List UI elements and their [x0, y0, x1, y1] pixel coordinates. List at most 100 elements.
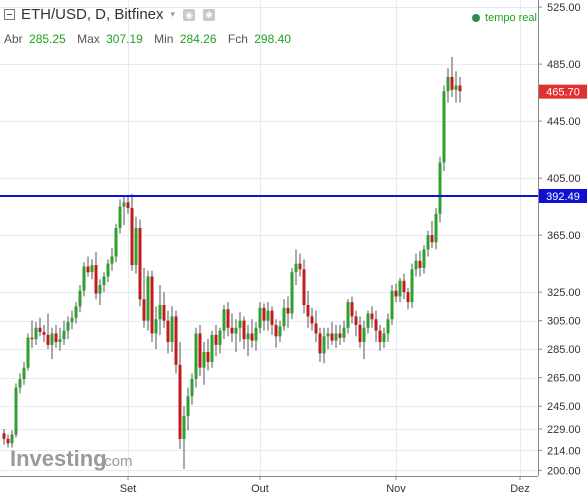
candle-body	[206, 352, 210, 362]
candle-body	[66, 322, 70, 331]
candle	[234, 319, 238, 353]
y-tick-label: 285.00	[547, 344, 581, 356]
candle	[274, 319, 278, 348]
candle-body	[102, 276, 106, 286]
grid	[0, 0, 538, 476]
candle	[346, 299, 350, 334]
x-tick-label: Out	[251, 483, 269, 495]
candle-body	[250, 333, 254, 341]
candle-body	[54, 333, 58, 343]
y-tick-label: 214.00	[547, 445, 581, 457]
candle	[134, 216, 138, 274]
candle-body	[318, 333, 322, 354]
candle	[374, 310, 378, 343]
candle	[442, 85, 446, 172]
candle-body	[30, 337, 34, 340]
candle-body	[18, 379, 22, 388]
candle-body	[346, 302, 350, 328]
close-value: 298.40	[254, 32, 291, 46]
candle	[50, 327, 54, 360]
candle	[158, 285, 162, 335]
candle	[430, 220, 434, 248]
investing-logo: Investing .com	[10, 446, 133, 471]
candle-body	[302, 269, 306, 305]
candle	[246, 324, 250, 357]
candle	[218, 327, 222, 354]
candle-body	[338, 333, 342, 338]
eye-icon[interactable]: ◉	[183, 8, 196, 21]
candle-body	[270, 310, 274, 325]
candle-body	[310, 316, 314, 324]
candle-body	[382, 333, 386, 343]
candle	[214, 324, 218, 357]
candle-body	[278, 326, 282, 337]
candle-body	[430, 235, 434, 243]
candle-body	[222, 309, 226, 331]
candle-body	[178, 364, 182, 439]
candle-body	[418, 260, 422, 268]
candle-body	[10, 434, 14, 444]
candle-body	[406, 292, 410, 303]
candle-body	[170, 316, 174, 343]
candle	[426, 230, 430, 257]
candle	[38, 317, 42, 337]
candle	[318, 327, 322, 362]
candle	[326, 327, 330, 350]
candle	[166, 310, 170, 354]
candle	[350, 296, 354, 324]
candle	[74, 302, 78, 324]
y-tick-label: 525.00	[547, 2, 581, 14]
candle-body	[2, 433, 6, 439]
candle	[106, 259, 110, 283]
collapse-icon[interactable]	[4, 9, 15, 20]
x-tick-label: Nov	[386, 483, 406, 495]
candle	[258, 302, 262, 334]
candle	[46, 313, 50, 350]
candle-body	[274, 324, 278, 337]
candle	[302, 259, 306, 314]
candle-body	[386, 319, 390, 334]
candle	[286, 296, 290, 328]
candle-body	[62, 330, 66, 340]
candle-body	[410, 269, 414, 303]
candle-body	[254, 327, 258, 341]
y-tick-label: 265.00	[547, 373, 581, 385]
candle-body	[446, 76, 450, 92]
candle	[410, 263, 414, 308]
y-tick-label: 245.00	[547, 401, 581, 413]
candle	[154, 306, 158, 350]
candle	[454, 71, 458, 103]
candle	[62, 320, 66, 345]
candle	[450, 57, 454, 97]
candle-body	[94, 265, 98, 294]
candle	[342, 320, 346, 343]
candle-body	[50, 333, 54, 345]
candle	[202, 342, 206, 385]
candle	[178, 342, 182, 449]
candle-body	[322, 336, 326, 354]
overlays: 392.49 465.70	[0, 84, 587, 203]
candle	[362, 320, 366, 360]
logo-suffix: .com	[100, 453, 133, 470]
y-tick-label: 200.00	[547, 465, 581, 477]
candle	[210, 330, 214, 368]
y-tick-label: 405.00	[547, 173, 581, 185]
candle-body	[58, 339, 62, 343]
chevron-down-icon[interactable]: ▾	[170, 9, 176, 19]
candle-body	[398, 280, 402, 297]
candle	[42, 324, 46, 343]
candle	[322, 327, 326, 364]
candle	[358, 316, 362, 348]
y-tick-label: 229.00	[547, 424, 581, 436]
candle	[30, 320, 34, 348]
candle-body	[34, 327, 38, 340]
axes: 525.00 485.00 445.00 405.00 365.00 325.00 305.…	[0, 0, 581, 495]
candle-body	[218, 330, 222, 345]
candle	[298, 253, 302, 277]
candle	[142, 267, 146, 328]
gear-icon[interactable]: ✱	[203, 8, 216, 21]
candle	[182, 406, 186, 469]
candle-body	[234, 327, 238, 334]
